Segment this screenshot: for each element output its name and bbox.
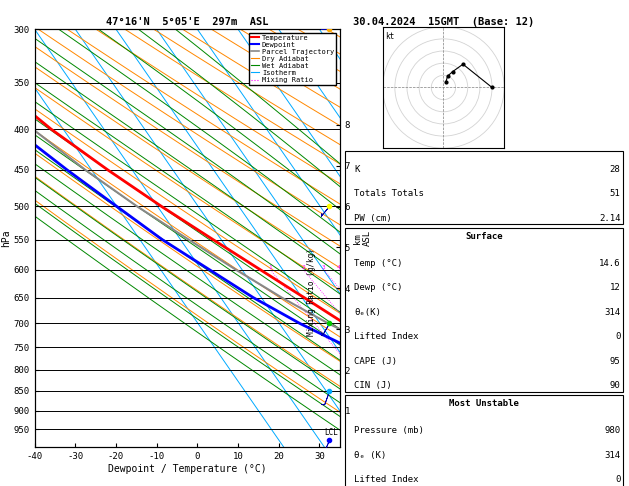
Text: 0: 0 xyxy=(615,475,620,484)
Text: 314: 314 xyxy=(604,451,620,460)
Text: 2: 2 xyxy=(301,265,305,270)
Text: 4: 4 xyxy=(337,265,340,270)
Text: CIN (J): CIN (J) xyxy=(354,381,392,390)
Text: 12: 12 xyxy=(610,283,620,292)
Bar xyxy=(345,228,623,392)
Text: kt: kt xyxy=(385,32,394,41)
Y-axis label: km
ASL: km ASL xyxy=(353,230,372,246)
Text: Most Unstable: Most Unstable xyxy=(449,399,520,408)
Text: Totals Totals: Totals Totals xyxy=(354,189,424,198)
Legend: Temperature, Dewpoint, Parcel Trajectory, Dry Adiabat, Wet Adiabat, Isotherm, Mi: Temperature, Dewpoint, Parcel Trajectory… xyxy=(248,33,336,85)
Text: LCL: LCL xyxy=(324,429,338,437)
Text: K: K xyxy=(354,165,360,174)
Text: PW (cm): PW (cm) xyxy=(354,214,392,223)
Bar xyxy=(345,395,623,486)
Text: CAPE (J): CAPE (J) xyxy=(354,357,397,365)
Text: 1: 1 xyxy=(269,265,272,270)
Title: 47°16'N  5°05'E  297m  ASL: 47°16'N 5°05'E 297m ASL xyxy=(106,17,269,27)
Text: 30.04.2024  15GMT  (Base: 12): 30.04.2024 15GMT (Base: 12) xyxy=(353,17,534,27)
Text: 0: 0 xyxy=(615,332,620,341)
Text: 314: 314 xyxy=(604,308,620,317)
Text: Pressure (mb): Pressure (mb) xyxy=(354,426,424,435)
Text: 14.6: 14.6 xyxy=(599,259,620,268)
Text: 28: 28 xyxy=(610,165,620,174)
Text: 51: 51 xyxy=(610,189,620,198)
Text: Mixing Ratio (g/kg): Mixing Ratio (g/kg) xyxy=(307,248,316,335)
Text: 980: 980 xyxy=(604,426,620,435)
Text: Surface: Surface xyxy=(465,232,503,241)
X-axis label: Dewpoint / Temperature (°C): Dewpoint / Temperature (°C) xyxy=(108,464,267,474)
Text: 95: 95 xyxy=(610,357,620,365)
Bar xyxy=(345,151,623,225)
Text: Lifted Index: Lifted Index xyxy=(354,475,419,484)
Text: 3: 3 xyxy=(322,265,326,270)
Text: Dewp (°C): Dewp (°C) xyxy=(354,283,403,292)
Text: Lifted Index: Lifted Index xyxy=(354,332,419,341)
Text: 90: 90 xyxy=(610,381,620,390)
Y-axis label: hPa: hPa xyxy=(1,229,11,247)
Text: 2.14: 2.14 xyxy=(599,214,620,223)
Text: θₑ (K): θₑ (K) xyxy=(354,451,386,460)
Text: θₑ(K): θₑ(K) xyxy=(354,308,381,317)
Text: Temp (°C): Temp (°C) xyxy=(354,259,403,268)
